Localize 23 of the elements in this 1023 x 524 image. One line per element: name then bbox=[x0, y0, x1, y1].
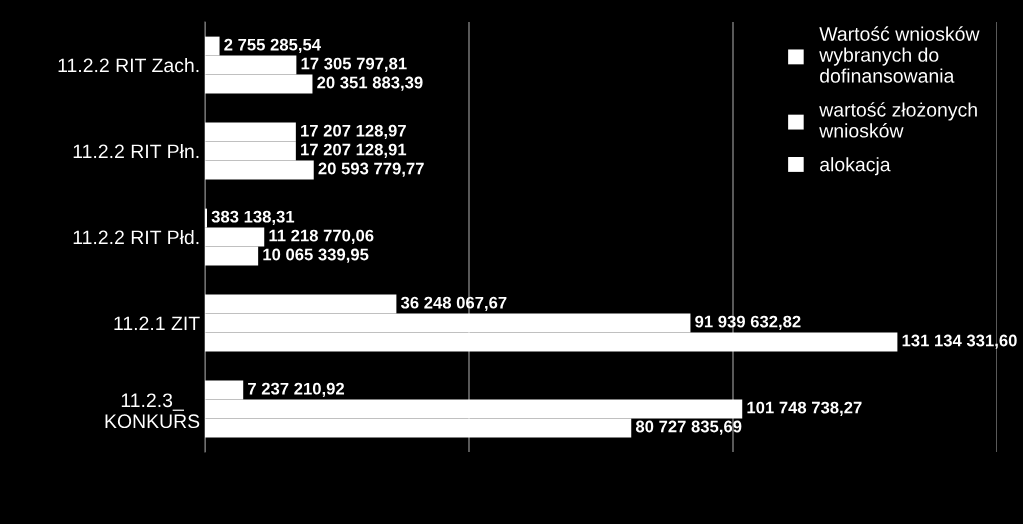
data-label: 20 593 779,77 bbox=[318, 162, 424, 177]
data-label: 7 237 210,92 bbox=[248, 382, 345, 397]
data-label: 10 065 339,95 bbox=[263, 248, 369, 263]
data-label: 2 755 285,54 bbox=[224, 38, 321, 53]
y-tick-label: 11.2.3_ KONKURS bbox=[105, 393, 200, 429]
data-label: 36 248 067,67 bbox=[400, 296, 507, 311]
y-tick-label: 11.2.2 RIT Zach. bbox=[58, 57, 199, 73]
legend-label: alokacja bbox=[820, 157, 891, 176]
data-label: 383 138,31 bbox=[211, 210, 295, 225]
data-label: 20 351 883,39 bbox=[317, 76, 423, 91]
data-label: 131 134 331,60 bbox=[902, 334, 1017, 349]
y-tick-label: 11.2.2 RIT Płd. bbox=[73, 229, 199, 245]
data-label: 17 305 797,81 bbox=[301, 57, 407, 72]
data-label: 80 727 835,69 bbox=[635, 420, 742, 435]
data-label: 11 218 770,06 bbox=[269, 229, 374, 244]
data-label: 17 207 128,97 bbox=[301, 124, 406, 139]
y-tick-label: 11.2.2 RIT Płn. bbox=[73, 143, 199, 159]
data-label: 101 748 738,27 bbox=[747, 401, 862, 416]
data-label: 91 939 632,82 bbox=[695, 315, 801, 330]
legend-label: Wartość wniosków wybranych do dofinansowania bbox=[819, 26, 980, 83]
y-tick-label: 11.2.1 ZIT bbox=[114, 316, 200, 331]
data-label: 17 207 128,91 bbox=[301, 143, 407, 158]
legend-label: wartość złożonych wniosków bbox=[819, 102, 977, 138]
